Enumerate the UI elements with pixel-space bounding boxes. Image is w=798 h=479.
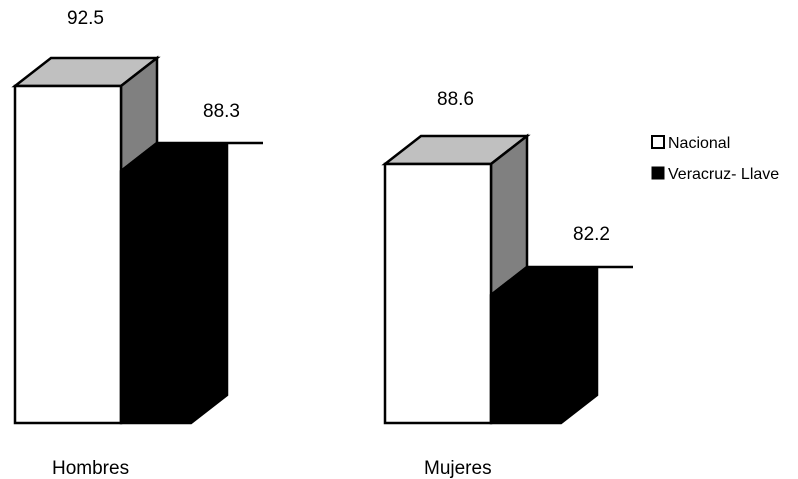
data-label-hombres-nacional: 92.5 — [67, 8, 104, 29]
data-label-hombres-veracruz: 88.3 — [203, 101, 240, 122]
bar-hombres-nacional — [13, 84, 123, 425]
bar-hombres-veracruz — [119, 141, 263, 425]
labels-layer: 92.5 88.3 88.6 82.2 Hombres Mujeres — [52, 8, 610, 479]
category-label-hombres: Hombres — [52, 458, 129, 479]
legend-entry-veracruz: Veracruz- Llave — [668, 166, 779, 183]
legend-swatch-nacional — [651, 135, 665, 149]
data-label-mujeres-veracruz: 82.2 — [573, 224, 610, 245]
bar-mujeres-nacional — [383, 162, 493, 425]
data-label-mujeres-nacional: 88.6 — [437, 89, 474, 110]
legend-entry-nacional: Nacional — [668, 135, 730, 152]
legend-swatch-veracruz — [651, 166, 665, 180]
bar-mujeres-veracruz — [489, 265, 633, 425]
category-label-mujeres: Mujeres — [424, 458, 492, 479]
bars-layer — [11, 55, 633, 425]
legend: Nacional Veracruz- Llave — [651, 135, 779, 183]
